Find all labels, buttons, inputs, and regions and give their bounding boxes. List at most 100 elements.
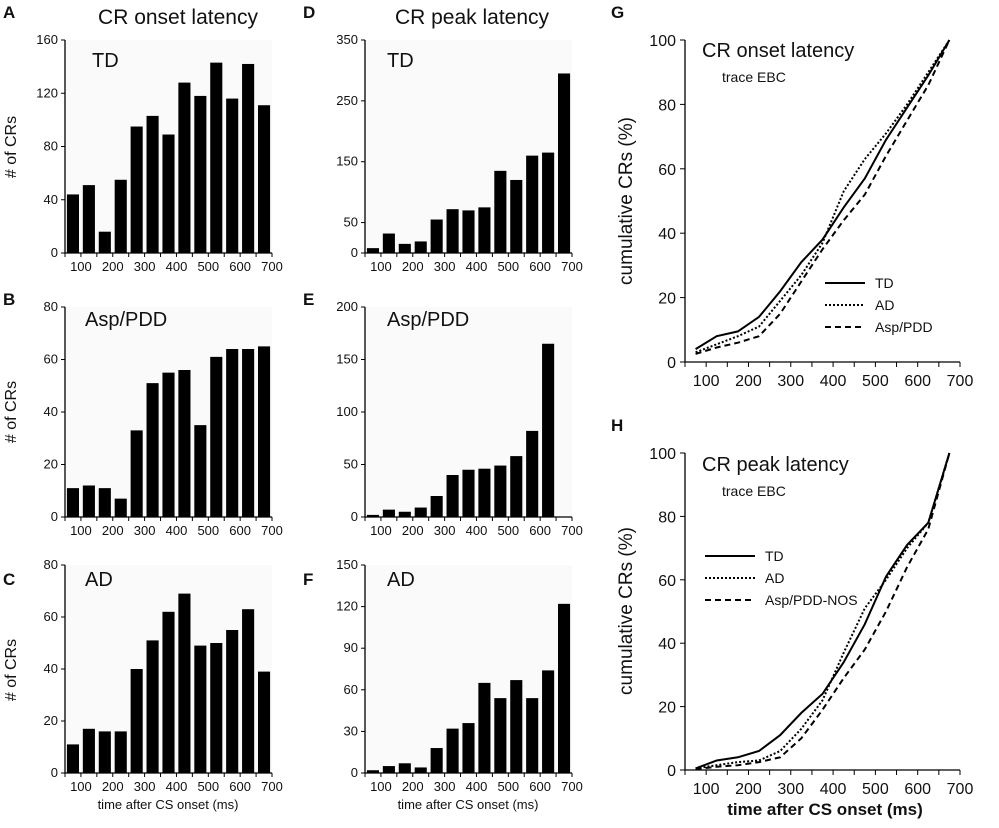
y-axis-label: cumulative CRs (%): [616, 117, 637, 285]
x-tick-label: 100: [370, 779, 392, 794]
bar: [557, 603, 571, 773]
y-tick-label: 0: [351, 765, 358, 780]
histogram-panel-d: 0 50 150 250 350 100 200 300 400 500 600 700 D CR pea…: [303, 3, 583, 274]
panel-letter: G: [611, 3, 624, 22]
x-axis-label: time after CS onset (ms): [398, 797, 539, 812]
bar: [242, 349, 255, 517]
group-label: AD: [85, 569, 113, 591]
y-axis-label: # of CRs: [3, 381, 20, 443]
x-tick-label: 200: [102, 259, 124, 274]
group-label: Asp/PDD: [387, 309, 469, 331]
x-axis-label: time after CS onset (ms): [98, 797, 239, 812]
cumulative-panel-g: 0 20 40 60 80 100 100 200 300 400 500 600 700 TD AD Asp…: [611, 3, 973, 390]
bar: [194, 95, 207, 253]
x-tick-label: 700: [261, 779, 283, 794]
x-tick-label: 300: [434, 779, 456, 794]
y-tick-label: 60: [344, 682, 358, 697]
x-tick-label: 500: [197, 259, 219, 274]
chart-title: CR peak latency: [702, 454, 849, 476]
panel-letter: B: [3, 290, 15, 309]
x-tick-label: 100: [70, 259, 92, 274]
bar: [210, 62, 223, 253]
y-tick-label: 60: [44, 609, 58, 624]
bar: [446, 728, 459, 773]
x-tick-label: 600: [529, 523, 551, 538]
x-tick-label: 700: [561, 779, 583, 794]
bar: [366, 248, 380, 253]
bar: [98, 231, 111, 253]
legend-label: TD: [765, 548, 784, 564]
series-line-td: [695, 452, 951, 770]
x-tick-label: 600: [529, 259, 551, 274]
bar: [446, 475, 459, 517]
bar: [446, 209, 459, 253]
x-tick-label: 600: [904, 373, 931, 390]
x-tick-label: 400: [820, 373, 847, 390]
chart-subtitle: trace EBC: [722, 483, 786, 499]
panel-letter: A: [3, 3, 15, 22]
bar: [382, 766, 395, 773]
series-line-ad: [695, 452, 951, 770]
bar: [257, 346, 271, 518]
bar: [526, 430, 539, 517]
y-tick-label: 60: [658, 573, 676, 590]
histogram-panel-a: 0 40 80 120 160 100 200 300 400 500 600 700 A CR onse…: [3, 3, 283, 274]
y-tick-label: 120: [336, 599, 358, 614]
y-tick-label: 60: [658, 162, 676, 179]
x-tick-label: 100: [693, 781, 720, 798]
y-axis-label: # of CRs: [3, 116, 20, 178]
y-tick-label: 160: [36, 32, 58, 47]
x-tick-label: 300: [777, 781, 804, 798]
x-tick-label: 400: [466, 259, 488, 274]
legend-label: AD: [765, 570, 784, 586]
bar: [542, 152, 555, 253]
histogram-panel-f: 0 30 60 90 120 150 100 200 300 400 500 600 700 F AD tim…: [303, 557, 583, 812]
bar: [257, 671, 271, 773]
x-tick-label: 600: [529, 779, 551, 794]
x-tick-label: 100: [70, 523, 92, 538]
bar: [430, 748, 443, 773]
bar: [398, 763, 411, 773]
y-tick-label: 0: [351, 245, 358, 260]
bar: [462, 210, 475, 253]
series-line-asp-pdd: [695, 39, 951, 355]
bar: [98, 731, 111, 773]
bar: [114, 179, 127, 253]
x-tick-label: 400: [820, 781, 847, 798]
bar: [557, 73, 571, 253]
x-tick-label: 600: [229, 523, 251, 538]
bar: [66, 744, 80, 773]
histogram-panel-c: 0 20 40 60 80 100 200 300 400 500 600 700 C AD # of CR…: [3, 557, 283, 812]
y-tick-label: 200: [336, 299, 358, 314]
bar: [414, 767, 427, 773]
y-tick-label: 350: [336, 32, 358, 47]
y-tick-label: 60: [44, 352, 58, 367]
histogram-panel-e: 0 50 100 150 200 100 200 300 400 500 600 700 E Asp/PD…: [303, 290, 583, 538]
y-tick-label: 0: [351, 509, 358, 524]
x-tick-label: 300: [134, 259, 156, 274]
bar: [382, 233, 395, 253]
x-tick-label: 300: [434, 523, 456, 538]
column-title: CR peak latency: [395, 6, 550, 29]
y-tick-label: 80: [658, 509, 676, 526]
bar: [162, 134, 175, 253]
bar: [242, 609, 255, 773]
x-tick-label: 300: [134, 779, 156, 794]
y-tick-label: 20: [44, 713, 58, 728]
x-tick-label: 500: [497, 523, 519, 538]
chart-title: CR onset latency: [702, 40, 854, 62]
panel-letter: E: [303, 290, 314, 309]
y-tick-label: 250: [336, 93, 358, 108]
bar: [398, 243, 411, 253]
x-tick-label: 700: [947, 781, 974, 798]
x-tick-label: 100: [370, 259, 392, 274]
bar: [66, 194, 80, 253]
y-tick-label: 40: [44, 192, 58, 207]
y-tick-label: 40: [44, 661, 58, 676]
bar: [478, 468, 491, 517]
x-tick-label: 700: [561, 523, 583, 538]
x-tick-label: 300: [434, 259, 456, 274]
group-label: AD: [387, 569, 415, 591]
bar: [130, 430, 143, 518]
